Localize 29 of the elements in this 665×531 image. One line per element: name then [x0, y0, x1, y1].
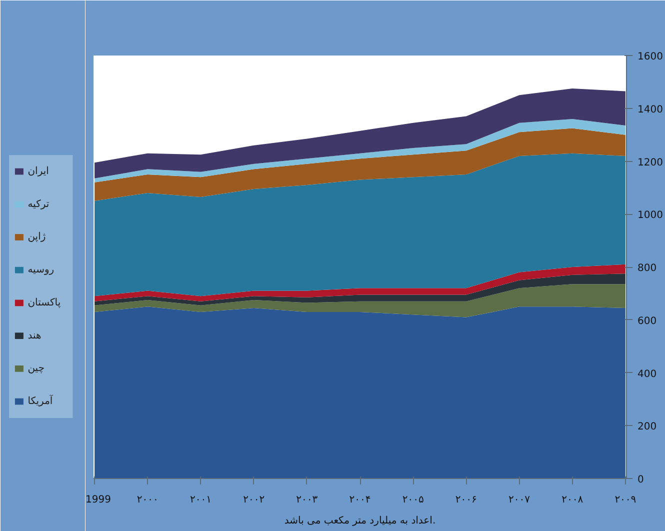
y-tick-label: 1600: [638, 52, 663, 62]
x-tick-label: ۲۰۰۰: [136, 494, 158, 506]
legend-label: پاکستان: [28, 297, 61, 308]
legend-label: ژاپن: [28, 232, 46, 243]
x-tick-label: ۲۰۰۸: [562, 494, 584, 506]
y-tick-label: 1400: [638, 104, 663, 116]
x-tick-label: ۲۰۰۶: [455, 494, 477, 506]
text: اعداد به میلیارد متر مکعب می باشد.: [284, 516, 436, 526]
x-tick-label: ۲۰۰۹: [614, 494, 636, 506]
legend-label: ترکیه: [28, 198, 50, 210]
legend-label: آمریکا: [28, 394, 54, 408]
legend-label: ایران: [28, 166, 49, 178]
y-tick-label: 800: [638, 263, 657, 274]
y-tick-label: 600: [638, 316, 657, 327]
y-tick-label: 1000: [638, 210, 663, 222]
x-tick-label: ۲۰۰۵: [402, 494, 424, 506]
legend-label: هند: [28, 330, 42, 342]
y-tick-label: 400: [638, 368, 657, 380]
y-tick-label: 200: [638, 422, 657, 433]
y-tick-label: 1200: [638, 157, 663, 168]
legend-label: چین: [28, 363, 45, 374]
x-tick-label: ۲۰۰۷: [508, 494, 531, 506]
x-tick-label: 1999: [86, 494, 111, 506]
x-tick-label: ۲۰۰۳: [296, 494, 318, 506]
x-tick-label: ۲۰۰۲: [243, 494, 265, 506]
y-tick-label: 0: [638, 474, 644, 486]
legend-label: روسیه: [28, 264, 54, 276]
x-tick-label: ۲۰۰۱: [190, 494, 212, 506]
x-tick-label: ۲۰۰۴: [349, 494, 371, 506]
